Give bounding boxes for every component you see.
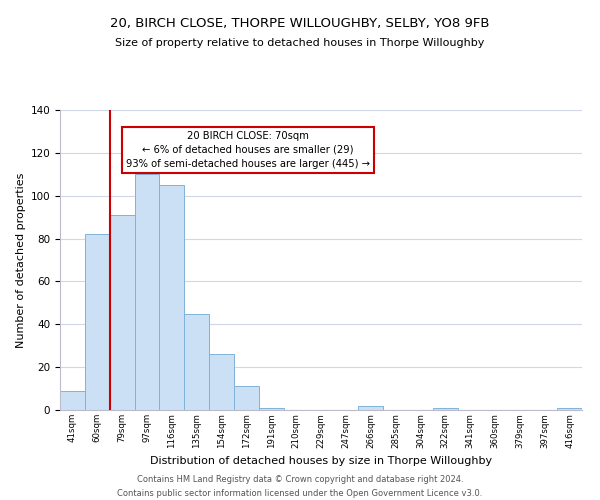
Text: 20, BIRCH CLOSE, THORPE WILLOUGHBY, SELBY, YO8 9FB: 20, BIRCH CLOSE, THORPE WILLOUGHBY, SELB… — [110, 18, 490, 30]
Bar — [358, 406, 383, 410]
Bar — [134, 174, 160, 410]
Bar — [259, 408, 284, 410]
Bar — [85, 234, 110, 410]
Y-axis label: Number of detached properties: Number of detached properties — [16, 172, 26, 348]
Bar — [234, 386, 259, 410]
Bar — [209, 354, 234, 410]
Bar — [184, 314, 209, 410]
Text: 20 BIRCH CLOSE: 70sqm
← 6% of detached houses are smaller (29)
93% of semi-detac: 20 BIRCH CLOSE: 70sqm ← 6% of detached h… — [126, 131, 370, 169]
X-axis label: Distribution of detached houses by size in Thorpe Willoughby: Distribution of detached houses by size … — [150, 456, 492, 466]
Bar — [160, 185, 184, 410]
Bar — [433, 408, 458, 410]
Bar — [110, 215, 134, 410]
Bar — [557, 408, 582, 410]
Text: Size of property relative to detached houses in Thorpe Willoughby: Size of property relative to detached ho… — [115, 38, 485, 48]
Text: Contains HM Land Registry data © Crown copyright and database right 2024.
Contai: Contains HM Land Registry data © Crown c… — [118, 476, 482, 498]
Bar — [60, 390, 85, 410]
